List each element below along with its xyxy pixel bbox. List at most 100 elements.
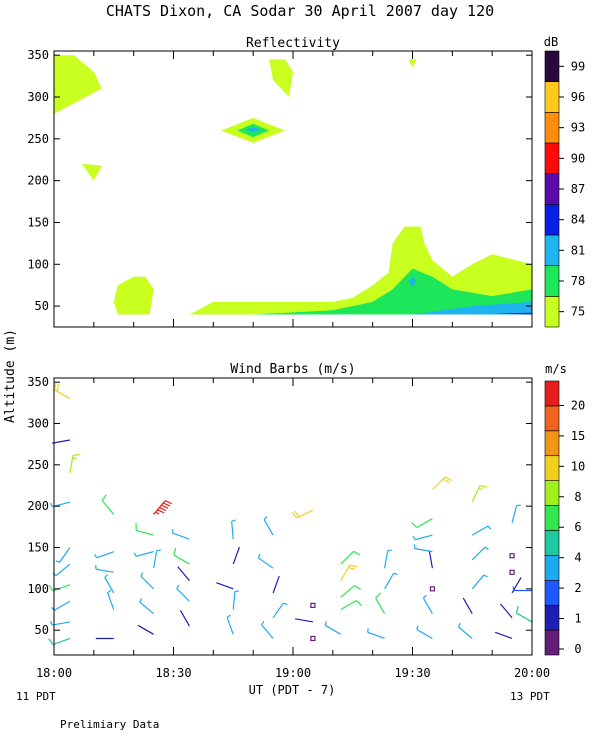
wind-y-tick-label: 350 (27, 375, 49, 389)
wind-barb (52, 439, 71, 444)
reflectivity-colorbar-swatch (544, 142, 560, 174)
wind-barb (104, 574, 115, 594)
wind-colorbar-label: 4 (574, 551, 581, 565)
reflectivity-y-tick-label: 100 (27, 257, 49, 271)
wind-y-tick-label: 150 (27, 541, 49, 555)
reflectivity-colorbar-label: 90 (571, 151, 585, 165)
reflectivity-colorbar-label: 84 (571, 213, 585, 227)
wind-barb (94, 551, 114, 559)
reflectivity-y-tick-label: 200 (27, 174, 49, 188)
wind-x-axis: 18:00 18:30 19:00 19:30 20:00 (36, 378, 550, 680)
wind-barb (69, 454, 81, 474)
wind-colorbar-label: m/s (545, 362, 567, 376)
wind-barb (509, 553, 515, 559)
figure-title: CHATS Dixon, CA Sodar 30 April 2007 day … (106, 2, 494, 20)
wind-barb (428, 550, 434, 569)
wind-barb (500, 603, 513, 619)
wind-colorbar-swatch (544, 604, 560, 631)
wind-barb (139, 598, 154, 615)
wind-barb (272, 575, 280, 594)
reflectivity-colorbar-swatch (544, 173, 560, 205)
wind-barb (471, 485, 488, 503)
wind-barbs (48, 382, 533, 646)
footer-right-label: 13 PDT (510, 690, 550, 703)
wind-barb (471, 546, 489, 561)
wind-x-tick-label: 19:30 (394, 666, 430, 680)
wind-barb (232, 590, 239, 610)
wind-barb (257, 553, 274, 569)
reflectivity-contour-81 (408, 276, 417, 287)
wind-barbs-frame (53, 377, 533, 656)
wind-barb (367, 628, 385, 640)
wind-barb (179, 610, 190, 627)
wind-barb (310, 602, 316, 608)
reflectivity-frame (53, 50, 533, 328)
wind-barb (176, 584, 190, 602)
wind-colorbar-swatch (544, 530, 560, 556)
reflectivity-contour-75 (269, 59, 293, 97)
wind-barb (411, 518, 433, 529)
reflectivity-colorbar-label: dB (544, 35, 558, 49)
wind-colorbar-swatch (544, 480, 560, 506)
wind-barb (471, 525, 492, 536)
y-axis-label: Altitude (m) (3, 329, 18, 423)
wind-barb (310, 635, 316, 642)
footer-note: Prelimiary Data (60, 718, 159, 731)
wind-colorbar-label: 10 (571, 459, 585, 473)
reflectivity-y-tick-label: 150 (27, 215, 49, 229)
wind-colorbar-label: 2 (574, 581, 581, 595)
wind-x-tick-label: 19:00 (275, 666, 311, 680)
wind-y-tick-label: 300 (27, 416, 49, 430)
wind-barb (272, 602, 288, 619)
wind-barb (135, 523, 154, 536)
wind-y-axis: 350 300 250 200 150 100 50 (27, 375, 532, 637)
reflectivity-contours (54, 55, 532, 315)
wind-barb (101, 494, 115, 515)
reflectivity-colorbar-label: 75 (571, 305, 585, 319)
wind-colorbar-label: 0 (574, 642, 581, 656)
wind-barb (429, 586, 436, 592)
wind-y-tick-label: 200 (27, 499, 49, 513)
wind-barb (137, 624, 154, 635)
wind-barb (153, 500, 173, 515)
reflectivity-contour-75 (81, 163, 102, 181)
wind-barb (152, 549, 161, 569)
wind-colorbar-label: 6 (574, 520, 581, 534)
reflectivity-contour-75 (54, 55, 102, 114)
wind-y-tick-label: 250 (27, 458, 49, 472)
wind-barb (291, 509, 314, 519)
wind-colorbar-swatch (544, 430, 560, 457)
wind-colorbar-label: 15 (571, 429, 585, 443)
wind-barb (261, 620, 274, 639)
wind-barb (50, 501, 71, 508)
wind-barb (95, 565, 114, 573)
wind-barb (412, 534, 433, 541)
wind-barb (53, 382, 71, 400)
wind-barb (515, 605, 533, 623)
wind-colorbar-swatch (544, 380, 560, 407)
reflectivity-colorbar-swatch (544, 112, 560, 144)
wind-barb (340, 585, 361, 598)
reflectivity-contour-75 (113, 276, 154, 315)
footer-left-label: 11 PDT (16, 690, 56, 703)
reflectivity-contour-78 (253, 268, 532, 315)
reflectivity-colorbar-swatch (544, 204, 560, 236)
wind-barb (295, 618, 314, 623)
reflectivity-contour-84 (492, 312, 532, 315)
reflectivity-colorbar-label: 99 (571, 59, 585, 73)
wind-barb (263, 516, 274, 536)
wind-barb (384, 572, 398, 590)
wind-barb (413, 544, 433, 553)
wind-barb (512, 586, 532, 592)
reflectivity-colorbar-label: 81 (571, 243, 585, 257)
reflectivity-colorbar-swatch (544, 234, 560, 266)
reflectivity-contour-75 (408, 59, 417, 68)
reflectivity-colorbar-swatch (544, 81, 560, 113)
wind-colorbar-swatch (544, 579, 560, 606)
wind-barb (457, 622, 473, 639)
wind-barb (431, 476, 452, 491)
wind-barb (231, 519, 236, 540)
reflectivity-colorbar-label: 93 (571, 121, 585, 135)
